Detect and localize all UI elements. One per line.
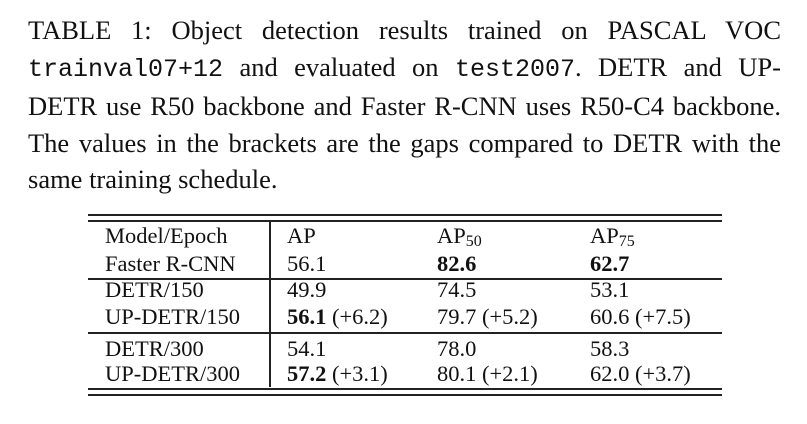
column-header: AP50 (437, 224, 482, 254)
gap-value: (+7.5) (635, 304, 691, 329)
value-cell: 60.6 (+7.5) (590, 305, 691, 329)
model-name: UP-DETR/150 (105, 304, 240, 329)
caption-text: and evaluated on (223, 51, 455, 82)
value: 54.1 (287, 336, 327, 361)
value: 78.0 (437, 336, 477, 361)
column-header: AP (287, 224, 316, 248)
value: 74.5 (437, 277, 477, 302)
value-cell: 56.1 (+6.2) (287, 305, 388, 329)
value-cell: 56.1 (287, 252, 326, 276)
value: 62.7 (590, 251, 630, 276)
value: 82.6 (437, 251, 477, 276)
model-cell: DETR/300 (105, 337, 204, 361)
caption-code: test2007 (454, 54, 575, 84)
value: 56.1 (287, 304, 327, 329)
header-label: Model/Epoch (105, 223, 228, 248)
value-cell: 49.9 (287, 278, 326, 302)
caption-code: trainval07+12 (28, 54, 224, 84)
value-cell: 62.0 (+3.7) (590, 362, 691, 386)
value-cell: 82.6 (437, 252, 476, 276)
header-label: AP (590, 223, 619, 248)
caption-text: TABLE 1: Object detection results traine… (28, 15, 781, 45)
value: 62.0 (590, 361, 630, 386)
value-cell: 62.7 (590, 252, 629, 276)
row-rule (88, 332, 722, 334)
value-cell: 80.1 (+2.1) (437, 362, 538, 386)
value: 80.1 (437, 361, 477, 386)
value-cell: 79.7 (+5.2) (437, 305, 538, 329)
model-name: DETR/150 (105, 277, 204, 302)
bottom-rule (88, 394, 722, 396)
gap-value: (+3.1) (332, 361, 388, 386)
bottom-rule (88, 388, 722, 390)
gap-value: (+2.1) (482, 361, 538, 386)
header-label: AP (437, 223, 466, 248)
value-cell: 53.1 (590, 278, 629, 302)
top-rule (88, 220, 722, 222)
header-subscript: 50 (465, 233, 482, 250)
value-cell: 54.1 (287, 337, 326, 361)
value: 56.1 (287, 251, 327, 276)
header-subscript: 75 (618, 233, 635, 250)
caption-text: . DETR and UP-DETR use R50 backbone and … (28, 51, 781, 195)
model-name: DETR/300 (105, 336, 204, 361)
value-cell: 78.0 (437, 337, 476, 361)
value-cell: 58.3 (590, 337, 629, 361)
column-divider (269, 222, 271, 387)
value-cell: 57.2 (+3.1) (287, 362, 388, 386)
gap-value: (+6.2) (332, 304, 388, 329)
column-header: AP75 (590, 224, 635, 254)
value: 49.9 (287, 277, 327, 302)
value-cell: 74.5 (437, 278, 476, 302)
gap-value: (+5.2) (482, 304, 538, 329)
row-rule (88, 278, 722, 280)
value: 60.6 (590, 304, 630, 329)
model-cell: Faster R-CNN (105, 252, 236, 276)
gap-value: (+3.7) (635, 361, 691, 386)
value: 58.3 (590, 336, 630, 361)
model-cell: DETR/150 (105, 278, 204, 302)
value: 57.2 (287, 361, 327, 386)
model-name: Faster R-CNN (105, 251, 236, 276)
value: 53.1 (590, 277, 630, 302)
model-cell: UP-DETR/150 (105, 305, 240, 329)
header-label: AP (287, 223, 316, 248)
top-rule (88, 214, 722, 216)
value: 79.7 (437, 304, 477, 329)
table-caption: TABLE 1: Object detection results traine… (28, 12, 781, 198)
model-cell: UP-DETR/300 (105, 362, 240, 386)
column-header: Model/Epoch (105, 224, 227, 248)
model-name: UP-DETR/300 (105, 361, 240, 386)
